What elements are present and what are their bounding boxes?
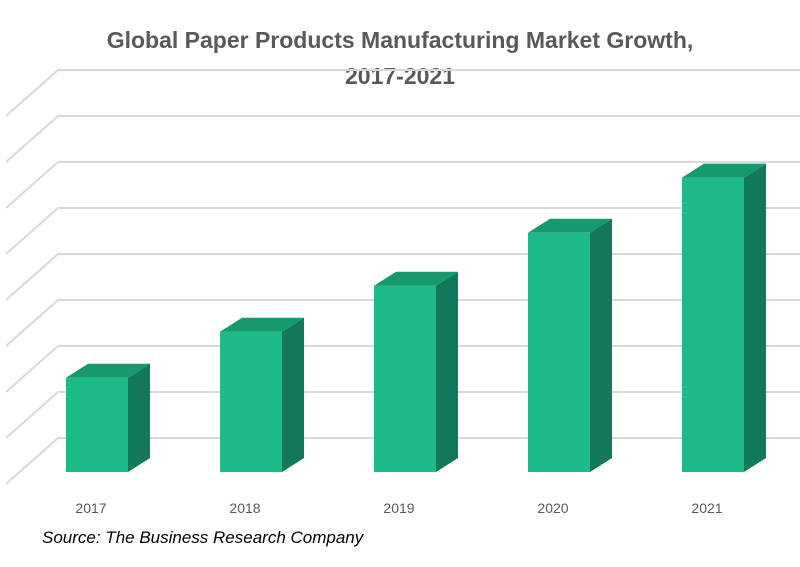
x-tick-label: 2017 — [75, 500, 106, 516]
source-note: Source: The Business Research Company — [42, 528, 364, 547]
bar-top-face — [374, 271, 458, 286]
bar-front-face — [682, 177, 744, 472]
bar-2021 — [682, 163, 766, 472]
bar-2020 — [528, 218, 612, 472]
grid-line — [5, 115, 800, 163]
x-tick-labels: 2017 2018 2019 2020 2021 — [75, 500, 722, 516]
bar-side-face — [282, 317, 304, 472]
bar-top-face — [682, 163, 766, 178]
bar-front-face — [528, 232, 590, 472]
grid-line — [5, 207, 800, 255]
bar-2017 — [66, 363, 150, 472]
chart-title-line-2: 2017-2021 — [345, 63, 455, 89]
bar-front-face — [66, 377, 128, 472]
bars — [66, 163, 766, 472]
bar-side-face — [590, 218, 612, 472]
chart-title-line-1: Global Paper Products Manufacturing Mark… — [106, 27, 694, 53]
grid-line — [5, 161, 800, 209]
x-tick-label: 2018 — [229, 500, 260, 516]
x-tick-label: 2019 — [383, 500, 414, 516]
bar-2018 — [220, 317, 304, 472]
chart-title: Global Paper Products Manufacturing Mark… — [60, 22, 740, 94]
bar-side-face — [128, 363, 150, 472]
x-tick-label: 2020 — [537, 500, 568, 516]
bar-front-face — [220, 331, 282, 472]
bar-2019 — [374, 271, 458, 472]
bar-top-face — [66, 363, 150, 378]
bar-side-face — [744, 163, 766, 472]
bar-top-face — [220, 317, 304, 332]
bar-side-face — [436, 271, 458, 472]
bar-front-face — [374, 285, 436, 472]
x-tick-label: 2021 — [691, 500, 722, 516]
grid-line — [5, 69, 800, 117]
bar-top-face — [528, 218, 612, 233]
